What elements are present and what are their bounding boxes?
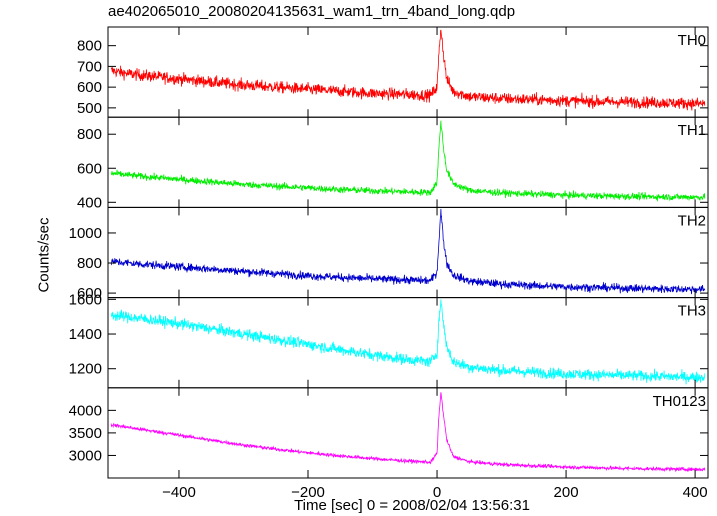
x-axis-label: Time [sec] 0 = 2008/02/04 13:56:31 (294, 497, 530, 514)
panel-th0: 500 600 700 800 TH0 (77, 26, 709, 118)
panel-frame (107, 387, 709, 479)
series-line-th0123 (110, 392, 706, 473)
y-tick-label: 700 (77, 58, 102, 75)
y-tick-label: 4000 (69, 402, 102, 419)
panel-label: TH0 (678, 32, 706, 49)
series-line-th1 (110, 120, 706, 202)
panel-label: TH2 (678, 212, 706, 229)
panel-frame (107, 206, 709, 299)
y-tick-label: 800 (77, 38, 102, 55)
x-tick-label: 0 (433, 484, 441, 501)
y-tick-label: 3000 (69, 447, 102, 464)
x-tick-label: −200 (291, 484, 325, 501)
x-tick-label: 400 (683, 484, 708, 501)
series-line-th3 (110, 299, 706, 385)
chart-title: ae402065010_20080204135631_wam1_trn_4ban… (108, 3, 516, 20)
panel-label: TH1 (678, 122, 706, 139)
x-tick-label: −400 (162, 484, 196, 501)
y-tick-label: 3500 (69, 425, 102, 442)
panel-th0123: 3000 3500 4000 TH0123 (69, 387, 709, 479)
series-line-th2 (110, 208, 706, 295)
panel-th3: 1200 1400 1600 TH3 (69, 291, 709, 389)
y-tick-label: 1000 (69, 225, 102, 242)
y-tick-label: 800 (77, 126, 102, 143)
y-tick-label: 400 (77, 194, 102, 211)
y-tick-label: 1400 (69, 326, 102, 343)
x-tick-label: 200 (554, 484, 579, 501)
y-tick-label: 500 (77, 100, 102, 117)
y-tick-label: 1600 (69, 291, 102, 308)
y-tick-label: 600 (77, 285, 102, 302)
panel-th2: 600 800 1000 TH2 (69, 206, 709, 302)
panel-label: TH0123 (653, 393, 706, 410)
y-tick-label: 1200 (69, 361, 102, 378)
y-tick-label: 600 (77, 160, 102, 177)
y-tick-label: 800 (77, 255, 102, 272)
panel-label: TH3 (678, 303, 706, 320)
series-line-th0 (110, 29, 706, 111)
panel-th1: 400 600 800 TH1 (77, 116, 709, 211)
y-tick-label: 600 (77, 79, 102, 96)
